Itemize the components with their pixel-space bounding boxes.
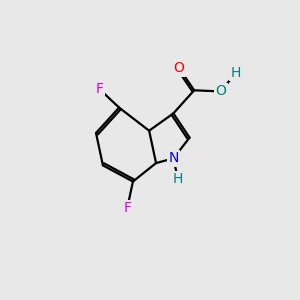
Text: O: O — [215, 84, 226, 98]
Text: F: F — [123, 201, 131, 215]
Text: H: H — [231, 66, 241, 80]
Text: N: N — [168, 152, 178, 165]
Text: O: O — [174, 61, 184, 75]
Text: F: F — [95, 82, 104, 96]
Text: H: H — [173, 172, 183, 186]
